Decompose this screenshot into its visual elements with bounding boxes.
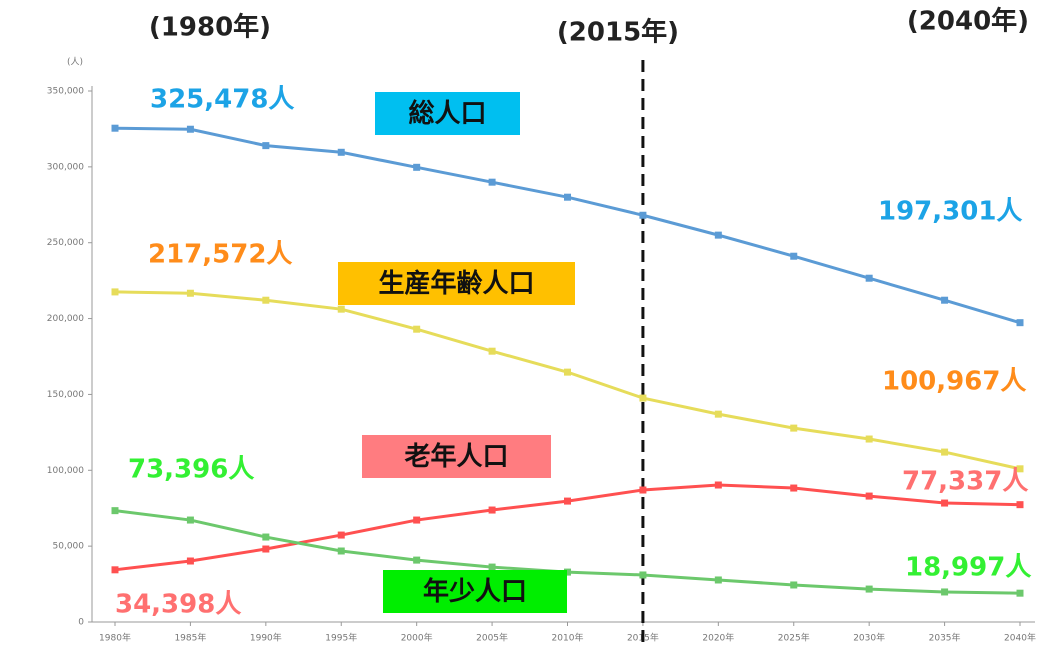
point	[186, 516, 194, 524]
annotation: (2040年)	[907, 6, 1029, 37]
x-tick-label: 1985年	[174, 632, 206, 644]
point	[262, 533, 270, 541]
data-label: 100,967人	[882, 367, 1026, 397]
point	[413, 516, 421, 524]
point	[941, 588, 949, 596]
point	[790, 581, 798, 589]
point	[413, 163, 421, 171]
y-tick-label: 200,000	[47, 314, 84, 324]
point	[790, 484, 798, 492]
y-tick-label: 350,000	[47, 87, 84, 97]
point	[639, 394, 647, 402]
point	[714, 410, 722, 418]
point	[262, 545, 270, 553]
legend-box	[338, 262, 575, 305]
y-tick-label: 250,000	[47, 238, 84, 248]
point	[186, 125, 194, 133]
point	[564, 193, 571, 201]
y-tick-label: 0	[78, 618, 84, 628]
x-tick-label: 1995年	[325, 632, 357, 644]
point	[865, 435, 873, 443]
point	[865, 274, 873, 282]
point	[714, 576, 722, 584]
point	[488, 347, 496, 355]
point	[488, 178, 496, 186]
point	[714, 231, 722, 239]
x-tick-label: 2040年	[1004, 632, 1036, 644]
point	[790, 252, 798, 260]
point	[639, 486, 647, 494]
y-axis-unit: (人)	[67, 57, 83, 68]
point	[1016, 589, 1024, 597]
x-tick-label: 2035年	[929, 632, 961, 644]
point	[337, 547, 345, 555]
x-tick-label: 2025年	[778, 632, 810, 644]
point	[262, 142, 270, 150]
point	[1016, 501, 1024, 509]
point	[186, 289, 194, 297]
point	[262, 296, 270, 304]
data-label: 197,301人	[878, 197, 1022, 227]
legend-box	[362, 435, 551, 478]
data-label: 325,478人	[150, 85, 294, 115]
point	[714, 481, 722, 489]
point	[941, 499, 949, 507]
x-tick-label: 2030年	[853, 632, 885, 644]
data-label: 18,997人	[905, 553, 1031, 583]
data-label: 73,396人	[128, 455, 254, 485]
point	[111, 288, 119, 296]
point	[564, 497, 571, 505]
legend-label: 年少人口	[423, 576, 527, 607]
legend-label: 生産年齢人口	[378, 268, 534, 299]
x-tick-label: 2000年	[401, 632, 433, 644]
point	[564, 368, 571, 376]
point	[941, 448, 949, 456]
point	[111, 566, 119, 574]
point	[790, 424, 798, 432]
point	[337, 531, 345, 539]
point	[1016, 319, 1024, 327]
point	[111, 507, 119, 515]
legend-label: 総人口	[408, 98, 486, 129]
point	[639, 571, 647, 579]
x-tick-label: 2010年	[552, 632, 584, 644]
legend-label: 老年人口	[404, 441, 508, 472]
legend-box	[375, 92, 520, 135]
point	[488, 506, 496, 514]
y-tick-label: 50,000	[53, 542, 85, 552]
x-tick-label: 2020年	[702, 632, 734, 644]
point	[413, 556, 421, 564]
annotation: (1980年)	[149, 12, 271, 43]
annotation: (2015年)	[557, 17, 679, 48]
point	[639, 211, 647, 219]
point	[941, 296, 949, 304]
data-label: 217,572人	[148, 240, 292, 270]
point	[337, 305, 345, 313]
point	[564, 568, 571, 576]
data-label: 34,398人	[115, 590, 241, 620]
x-tick-label: 2005年	[476, 632, 508, 644]
x-tick-label: 1980年	[99, 632, 131, 644]
x-tick-label: 1990年	[250, 632, 282, 644]
y-tick-label: 300,000	[47, 162, 84, 172]
legend-box	[383, 570, 567, 613]
point	[488, 563, 496, 571]
point	[1016, 465, 1024, 473]
point	[111, 124, 119, 132]
point	[865, 585, 873, 593]
data-label: 77,337人	[902, 467, 1028, 497]
point	[337, 148, 345, 156]
y-tick-label: 100,000	[47, 466, 84, 476]
point	[186, 557, 194, 565]
point	[865, 492, 873, 500]
point	[413, 325, 421, 333]
y-tick-label: 150,000	[47, 390, 84, 400]
